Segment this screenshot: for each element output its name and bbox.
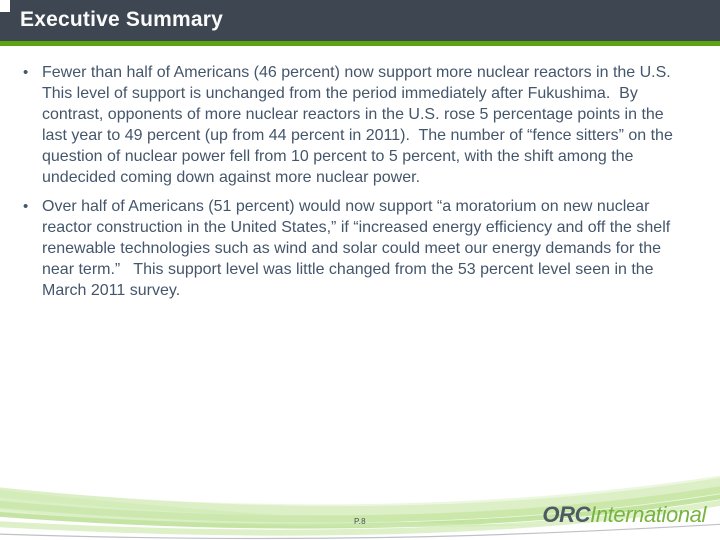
logo-international-text: International	[590, 502, 706, 527]
bullet-list: • Fewer than half of Americans (46 perce…	[20, 62, 680, 301]
orc-international-logo: ORCInternational	[542, 502, 706, 528]
bullet-text: Fewer than half of Americans (46 percent…	[42, 64, 680, 186]
footer-wave-decoration	[0, 475, 720, 540]
logo-orc-text: ORC	[542, 502, 591, 527]
page-title: Executive Summary	[20, 8, 224, 31]
bullet-item: • Over half of Americans (51 percent) wo…	[20, 196, 680, 301]
bullet-marker: •	[23, 64, 29, 81]
slide-body: • Fewer than half of Americans (46 perce…	[20, 62, 680, 309]
bullet-item: • Fewer than half of Americans (46 perce…	[20, 62, 680, 188]
bullet-text: Over half of Americans (51 percent) woul…	[42, 198, 675, 299]
slide-header: Executive Summary	[0, 0, 720, 41]
page-number: P.8	[354, 517, 366, 526]
header-corner-notch	[0, 0, 10, 12]
bullet-marker: •	[23, 198, 29, 215]
header-accent-divider	[0, 41, 720, 46]
